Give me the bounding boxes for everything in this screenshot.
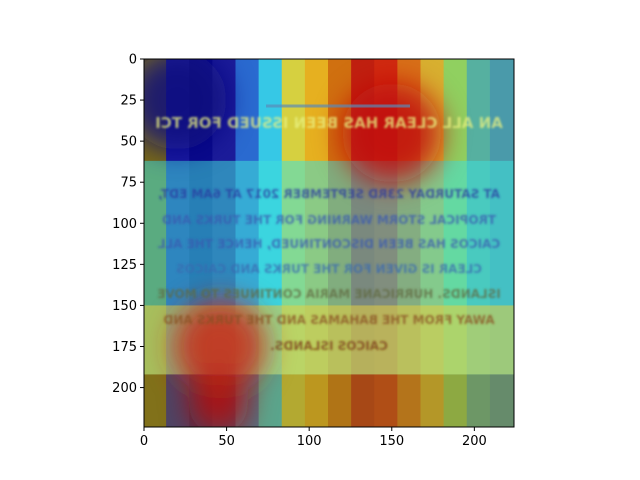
heatmap-plot-area: AN ALL CLEAR HAS BEEN ISSUED FOR TCI AT S… <box>144 59 514 427</box>
overlay-text-line: AT SATURDAY 23RD SEPTEMBER 2017 AT 6AM E… <box>158 187 500 201</box>
overlay-text-line: CLEAR IS GIVEN FOR THE TURKS AND CAICOS <box>176 262 482 276</box>
plot-frame <box>143 58 515 428</box>
y-tick-label: 100 <box>112 217 137 232</box>
y-tick-label: 175 <box>112 340 137 355</box>
x-tick-label: 100 <box>297 434 322 449</box>
heat-spot <box>173 300 267 393</box>
y-tick-label: 125 <box>112 258 137 273</box>
heat-spot <box>144 59 227 150</box>
x-tick-label: 200 <box>462 434 487 449</box>
x-tick-label: 0 <box>140 434 148 449</box>
x-axis: 0 50 100 150 200 <box>140 427 487 449</box>
y-tick-label: 150 <box>112 299 137 314</box>
heat-spot <box>342 83 442 183</box>
overlay-text-line: AWAY FROM THE BAHAMAS AND THE TURKS AND <box>163 313 494 327</box>
mirrored-overlay-text: AN ALL CLEAR HAS BEEN ISSUED FOR TCI AT S… <box>155 114 503 353</box>
overlay-text-line: TROPICAL STORM WARNING FOR THE TURKS AND <box>162 213 496 227</box>
y-tick-label: 50 <box>120 135 137 150</box>
x-tick-label: 50 <box>218 434 235 449</box>
overlay-text-line: AN ALL CLEAR HAS BEEN ISSUED FOR TCI <box>155 114 503 132</box>
y-axis: 0 25 50 75 100 125 150 175 200 <box>112 53 144 396</box>
y-tick-label: 25 <box>120 94 137 109</box>
x-tick-label: 150 <box>379 434 404 449</box>
overlay-text-line: CAICOS HAS BEEN DISCONTINUED, HENCE THE … <box>157 237 500 251</box>
y-tick-label: 200 <box>112 381 137 396</box>
heat-bands <box>144 160 514 427</box>
heat-spot <box>188 374 249 427</box>
overlay-text-line: ISLANDS. HURRICANE MARIA CONTINUES TO MO… <box>157 287 500 301</box>
y-tick-label: 75 <box>120 176 137 191</box>
y-tick-label: 0 <box>129 53 137 68</box>
overlay-text-line: CAICOS ISLANDS. <box>270 339 388 353</box>
heat-spots <box>144 59 442 427</box>
